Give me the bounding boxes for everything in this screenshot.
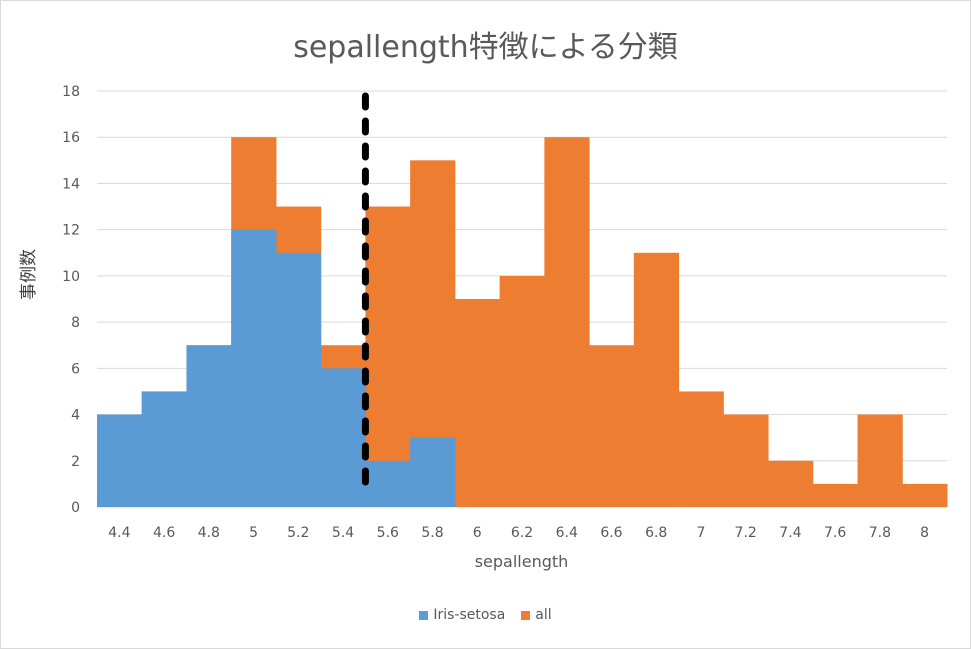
x-tick-label: 7.8 xyxy=(869,525,891,541)
legend-item-all: all xyxy=(521,607,552,623)
bar-all xyxy=(454,299,501,507)
legend-label-setosa: Iris-setosa xyxy=(433,607,506,623)
x-tick-label: 5.6 xyxy=(377,525,399,541)
y-tick-label: 14 xyxy=(62,176,80,192)
x-axis-label: sepallength xyxy=(474,552,569,571)
legend-label-all: all xyxy=(535,607,552,623)
bar-setosa xyxy=(231,229,277,507)
bar-setosa xyxy=(365,460,411,507)
x-tick-label: 7.4 xyxy=(779,525,801,541)
y-tick-label: 2 xyxy=(71,454,80,470)
bar-all xyxy=(678,391,724,507)
bar-all xyxy=(768,460,814,507)
y-tick-label: 16 xyxy=(62,130,80,146)
x-tick-label: 5 xyxy=(249,525,258,541)
x-tick-label: 8 xyxy=(920,525,929,541)
bar-setosa xyxy=(141,391,187,507)
x-tick-label: 6.8 xyxy=(645,525,667,541)
y-tick-label: 8 xyxy=(71,315,80,331)
y-tick-label: 18 xyxy=(62,84,80,100)
bar-all xyxy=(499,275,545,507)
x-tick-label: 5.2 xyxy=(287,525,309,541)
legend-swatch-setosa xyxy=(419,610,429,620)
x-tick-label: 4.4 xyxy=(108,525,130,541)
bar-all xyxy=(365,206,411,508)
x-tick-label: 7.6 xyxy=(824,525,846,541)
x-tick-label: 6 xyxy=(473,525,482,541)
bar-setosa xyxy=(320,368,366,507)
x-tick-label: 6.6 xyxy=(600,525,622,541)
y-tick-label: 10 xyxy=(62,269,80,285)
bar-setosa xyxy=(275,252,322,507)
x-tick-label: 7.2 xyxy=(735,525,757,541)
bar-all xyxy=(544,137,590,507)
x-tick-label: 4.6 xyxy=(153,525,175,541)
bar-all xyxy=(812,483,859,507)
y-tick-label: 0 xyxy=(71,500,80,516)
legend: Iris-setosa all xyxy=(0,607,971,623)
bar-setosa xyxy=(97,414,143,507)
bar-all xyxy=(589,345,635,507)
x-tick-label: 6.2 xyxy=(511,525,533,541)
y-tick-label: 6 xyxy=(71,361,80,377)
y-tick-label: 4 xyxy=(71,408,80,424)
legend-item-setosa: Iris-setosa xyxy=(419,607,505,623)
bar-all xyxy=(902,483,948,507)
x-tick-label: 7 xyxy=(696,525,705,541)
legend-swatch-all xyxy=(521,610,531,620)
bar-setosa xyxy=(186,345,232,507)
bar-all xyxy=(723,414,769,507)
y-tick-label: 12 xyxy=(62,223,80,239)
x-tick-label: 4.8 xyxy=(198,525,220,541)
x-tick-label: 6.4 xyxy=(556,525,578,541)
bar-setosa xyxy=(410,437,456,507)
x-tick-label: 5.8 xyxy=(421,525,443,541)
bar-all xyxy=(857,414,903,507)
chart-title: sepallength特徴による分類 xyxy=(293,30,678,65)
bar-all xyxy=(633,252,680,507)
x-tick-label: 5.4 xyxy=(332,525,354,541)
